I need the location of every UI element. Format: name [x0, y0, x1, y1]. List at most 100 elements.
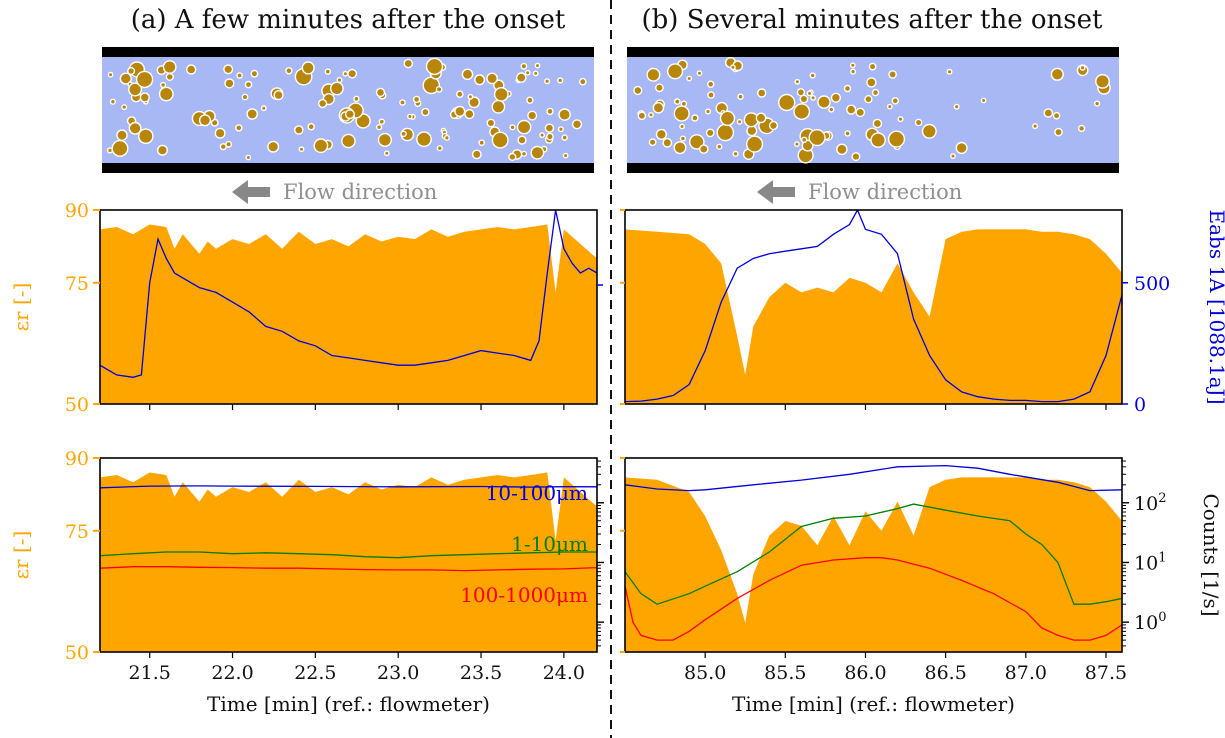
particle: [545, 79, 549, 83]
particle: [1079, 126, 1084, 131]
particle: [809, 130, 825, 145]
x-tick-label: 86.5: [924, 662, 966, 684]
particle: [445, 136, 449, 140]
particle: [744, 149, 754, 159]
particle: [717, 125, 733, 140]
particle: [837, 144, 847, 154]
y-tick-label-left: 75: [65, 273, 89, 295]
x-tick-label: 87.5: [1085, 662, 1127, 684]
particle: [757, 113, 765, 122]
particle: [680, 125, 684, 128]
particle: [531, 147, 543, 159]
particle: [681, 136, 685, 141]
particle: [385, 151, 389, 155]
particle: [128, 68, 134, 74]
particle: [354, 97, 359, 101]
particle: [650, 139, 656, 145]
particle: [867, 78, 876, 87]
particle: [160, 88, 173, 100]
particle: [800, 96, 807, 102]
particle: [417, 132, 431, 146]
plot-frame: [99, 457, 598, 653]
particle: [923, 125, 936, 138]
particle: [463, 69, 472, 79]
particle: [656, 84, 663, 91]
particle: [1052, 69, 1063, 80]
flow-arrow-left-icon: [232, 180, 270, 204]
y-tick-label-right: 100: [1134, 610, 1166, 634]
particle: [558, 78, 562, 83]
particle: [888, 105, 892, 109]
particle: [1044, 109, 1052, 117]
particle: [845, 86, 850, 91]
particle: [852, 153, 860, 160]
particle: [377, 89, 384, 96]
particle: [137, 72, 152, 87]
particle: [212, 120, 218, 126]
plot-area: [100, 472, 597, 652]
particle: [164, 61, 176, 73]
particle: [122, 105, 126, 109]
plot-frame: [624, 457, 1123, 653]
flow-arrow-left: Flow direction: [232, 180, 437, 204]
particle: [916, 120, 921, 125]
particle: [521, 64, 526, 69]
particle: [438, 146, 442, 150]
particle: [404, 60, 412, 67]
particle: [795, 142, 799, 146]
particle: [422, 109, 429, 115]
particle: [874, 120, 881, 127]
particle: [540, 133, 544, 137]
y-tick-label-left: 50: [65, 394, 89, 416]
particle: [243, 95, 247, 99]
particle: [236, 125, 242, 131]
particle: [423, 78, 439, 93]
particle: [898, 117, 903, 121]
particle: [731, 65, 735, 69]
series-permittivity-area: [625, 229, 1122, 404]
series-permittivity-area: [625, 477, 1122, 652]
particle: [803, 141, 813, 151]
particle: [708, 92, 714, 98]
particle: [647, 69, 660, 81]
series-permittivity-area: [100, 224, 597, 404]
particle: [802, 138, 806, 142]
particle: [690, 135, 704, 149]
y-tick-label-right: 101: [1134, 550, 1166, 574]
particle: [738, 94, 743, 99]
flow-label-left: Flow direction: [283, 180, 437, 204]
x-tick-label: 24.0: [543, 662, 585, 684]
y-axis-label-right: Counts [1/s]: [1199, 493, 1223, 616]
particle: [889, 71, 896, 78]
particle: [121, 73, 131, 84]
particle: [847, 105, 855, 114]
particle: [414, 97, 419, 102]
particle: [546, 124, 553, 132]
particle: [663, 139, 671, 147]
particle: [492, 101, 504, 113]
x-tick-label: 23.5: [460, 662, 502, 684]
annotation-1-10um: 1-10μm: [511, 532, 588, 556]
particles-right: [633, 57, 1111, 164]
series-energy-line: [100, 210, 597, 378]
annotation-10-100um: 10-100μm: [486, 481, 588, 505]
x-tick-label: 22.5: [294, 662, 336, 684]
particle: [634, 87, 641, 94]
chart-b-bottom: 85.0 85.5 86.0 86.5 87.0 87.5 Time [min] (ref.…: [620, 457, 1223, 716]
y-tick-label-right: 102: [1134, 491, 1166, 515]
x-axis-label: Time [min] (ref.: flowmeter): [732, 692, 1015, 716]
particle: [733, 152, 738, 156]
y-tick-label-right: 500: [1134, 273, 1170, 295]
particle: [346, 110, 354, 118]
particle: [717, 145, 721, 149]
particle: [427, 59, 442, 74]
particle: [108, 148, 112, 153]
particle: [509, 154, 515, 160]
particle: [111, 100, 115, 104]
particle: [274, 91, 283, 99]
particle: [706, 109, 710, 114]
particle: [889, 131, 904, 147]
particle: [487, 73, 497, 83]
particle: [1095, 101, 1099, 106]
series-1-10um-line: [625, 503, 1122, 605]
